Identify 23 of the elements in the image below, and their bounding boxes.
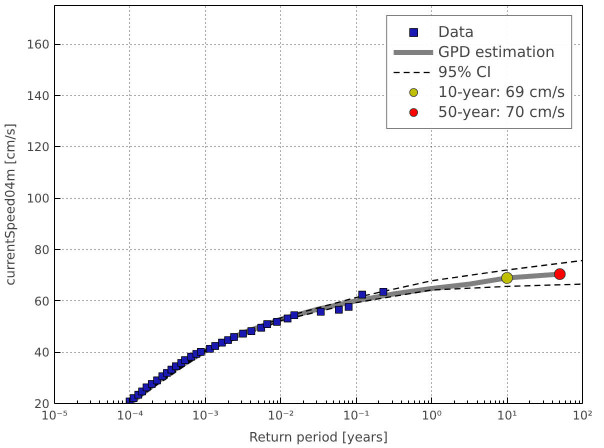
legend-label: 95% CI (438, 63, 492, 81)
y-axis-title: currentSpeed04m [cm/s] (4, 123, 19, 286)
y-tick-label: 160 (26, 38, 50, 52)
x-tick-label: 10⁻³ (192, 408, 219, 422)
y-tick-label: 20 (34, 397, 50, 411)
y-tick-label: 40 (34, 346, 50, 360)
x-tick-label: 10⁻² (268, 408, 294, 422)
x-axis-title: Return period [years] (249, 430, 388, 446)
x-tick-label: 10⁻⁵ (41, 408, 68, 422)
legend-label: Data (438, 23, 474, 41)
x-tick-label: 10⁻¹ (343, 408, 370, 422)
y-tick-label: 80 (34, 242, 50, 257)
legend-label: GPD estimation (438, 43, 555, 61)
y-tick-label: 60 (34, 294, 50, 308)
x-tick-label: 10² (572, 408, 593, 422)
y-tick-label: 120 (26, 140, 50, 154)
y-tick-label: 140 (26, 88, 50, 103)
legend-label: 10-year: 69 cm/s (438, 83, 565, 101)
x-tick-label: 10⁻⁴ (116, 408, 144, 422)
y-tick-label: 100 (26, 192, 50, 206)
legend-label: 50-year: 70 cm/s (438, 103, 565, 121)
x-tick-label: 10⁰ (422, 408, 442, 422)
x-tick-label: 10¹ (497, 408, 518, 422)
